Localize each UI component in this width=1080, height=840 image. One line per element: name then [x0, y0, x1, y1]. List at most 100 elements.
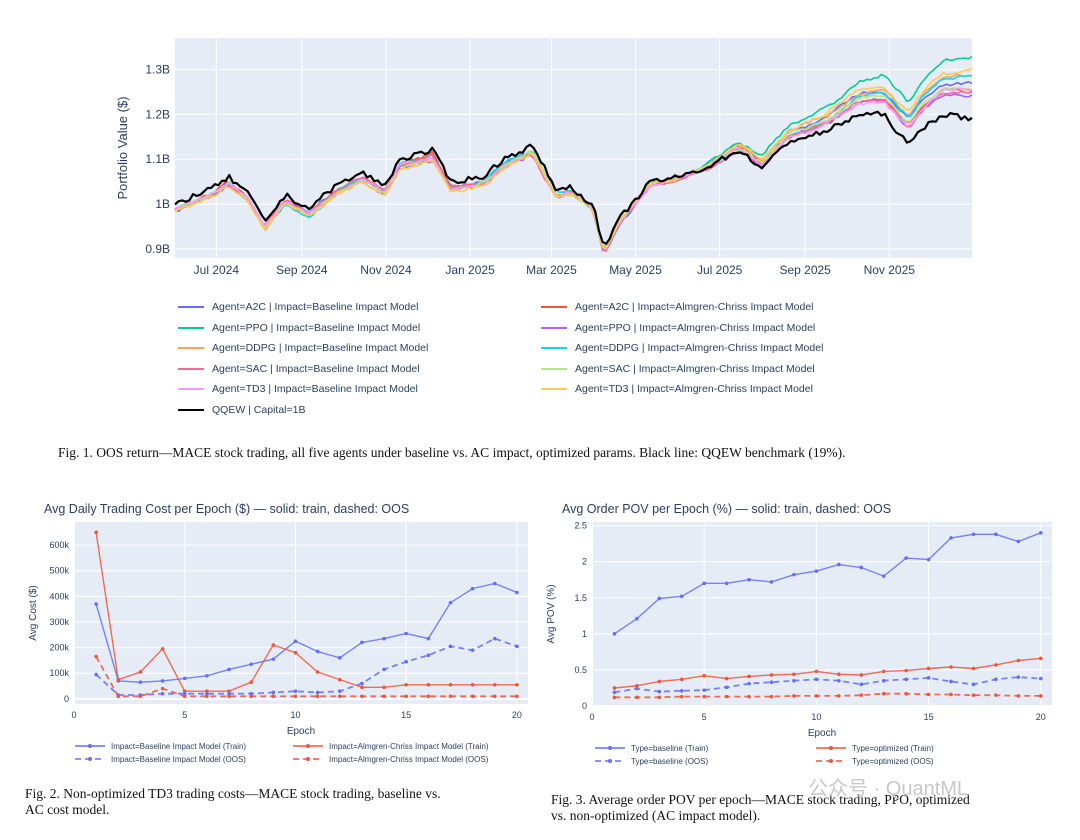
data-point-type-optimized-oos — [949, 692, 953, 697]
data-point-impact-baseline-impact-model-oos — [337, 689, 342, 693]
legend-swatch — [178, 367, 204, 370]
data-point-impact-baseline-impact-model-train — [337, 656, 342, 660]
legend-item-agent-ppo-impact-baseline-impact-model[interactable]: Agent=PPO | Impact=Baseline Impact Model — [178, 322, 420, 334]
data-point-type-baseline-oos — [612, 690, 617, 695]
legend-item-agent-sac-impact-almgren-chriss-impact-model[interactable]: Agent=SAC | Impact=Almgren-Chriss Impact… — [541, 363, 815, 375]
legend-swatch — [178, 306, 204, 308]
data-point-type-optimized-oos — [926, 692, 931, 697]
data-point-impact-baseline-impact-model-train — [360, 640, 364, 645]
data-point-impact-almgren-chriss-impact-model-train — [205, 689, 209, 693]
legend-item-agent-td3-impact-almgren-chriss-impact-model[interactable]: Agent=TD3 | Impact=Almgren-Chriss Impact… — [541, 383, 813, 395]
legend-item-impact-almgren-chriss-impact-model-oos[interactable]: Impact=Almgren-Chriss Impact Model (OOS) — [293, 755, 489, 764]
legend-swatch — [178, 388, 204, 390]
data-point-impact-baseline-impact-model-train — [249, 662, 253, 667]
data-point-impact-almgren-chriss-impact-model-oos — [227, 694, 231, 699]
data-point-type-baseline-train — [747, 577, 751, 582]
data-point-impact-baseline-impact-model-oos — [492, 636, 497, 641]
data-point-impact-baseline-impact-model-oos — [249, 691, 253, 696]
legend-item-agent-a2c-impact-almgren-chriss-impact-model[interactable]: Agent=A2C | Impact=Almgren-Chriss Impact… — [541, 301, 814, 313]
legend-item-agent-ddpg-impact-baseline-impact-model[interactable]: Agent=DDPG | Impact=Baseline Impact Mode… — [178, 342, 428, 354]
data-point-type-optimized-train — [657, 679, 662, 684]
legend-label: Impact=Almgren-Chriss Impact Model (OOS) — [329, 755, 489, 764]
data-point-impact-baseline-impact-model-oos — [426, 653, 431, 658]
data-point-type-baseline-train — [769, 580, 774, 584]
data-point-type-baseline-train — [859, 565, 864, 570]
data-point-impact-almgren-chriss-impact-model-oos — [492, 694, 497, 699]
plot-area — [175, 38, 972, 258]
y-tick-label: 300k — [49, 617, 69, 627]
plot-area — [592, 522, 1052, 706]
legend-item-impact-almgren-chriss-impact-model-train[interactable]: Impact=Almgren-Chriss Impact Model (Trai… — [293, 742, 489, 751]
legend-item-agent-ppo-impact-almgren-chriss-impact-model[interactable]: Agent=PPO | Impact=Almgren-Chriss Impact… — [541, 322, 815, 334]
legend-label: Agent=PPO | Impact=Baseline Impact Model — [212, 321, 421, 334]
data-point-impact-baseline-impact-model-oos — [404, 659, 408, 664]
data-point-type-baseline-oos — [837, 678, 841, 683]
data-point-impact-almgren-chriss-impact-model-train — [227, 689, 231, 693]
x-tick-label: Jul 2024 — [194, 263, 240, 277]
legend-label: Agent=DDPG | Impact=Baseline Impact Mode… — [212, 342, 429, 354]
legend-label: Type=baseline (OOS) — [631, 757, 708, 766]
y-axis-title: Avg Cost ($) — [28, 585, 39, 640]
data-point-type-optimized-oos — [724, 694, 729, 699]
legend-item-qqew-capital-1b[interactable]: QQEW | Capital=1B — [178, 404, 305, 416]
data-point-impact-baseline-impact-model-oos — [182, 691, 187, 696]
legend-item-agent-sac-impact-baseline-impact-model[interactable]: Agent=SAC | Impact=Baseline Impact Model — [178, 363, 420, 375]
x-tick-label: 10 — [290, 710, 300, 720]
series-line-qqew-capital-1b — [174, 110, 973, 245]
legend-item-type-optimized-oos[interactable]: Type=optimized (OOS) — [816, 757, 934, 766]
data-point-type-optimized-train — [679, 677, 684, 682]
legend-swatch — [178, 347, 204, 349]
data-point-impact-baseline-impact-model-train — [315, 649, 320, 654]
data-point-impact-almgren-chriss-impact-model-oos — [404, 694, 408, 699]
legend-item-type-optimized-train[interactable]: Type=optimized (Train) — [816, 744, 934, 753]
y-tick-label: 0.9B — [145, 242, 170, 256]
legend-label: Impact=Baseline Impact Model (OOS) — [111, 755, 246, 764]
y-tick-label: 0.5 — [574, 665, 587, 675]
y-tick-label: 400k — [49, 591, 69, 601]
legend-item-type-baseline-oos[interactable]: Type=baseline (OOS) — [595, 757, 708, 766]
data-point-type-optimized-oos — [747, 694, 751, 699]
watermark: 公众号 · QuantML — [808, 778, 969, 800]
legend-item-type-baseline-train[interactable]: Type=baseline (Train) — [595, 744, 709, 753]
legend-item-impact-baseline-impact-model-oos[interactable]: Impact=Baseline Impact Model (OOS) — [75, 755, 246, 764]
legend-item-agent-td3-impact-baseline-impact-model[interactable]: Agent=TD3 | Impact=Baseline Impact Model — [178, 383, 418, 395]
data-point-impact-baseline-impact-model-oos — [293, 689, 298, 693]
legend-item-agent-ddpg-impact-almgren-chriss-impact-model[interactable]: Agent=DDPG | Impact=Almgren-Chriss Impac… — [541, 342, 823, 354]
legend-label: Agent=PPO | Impact=Almgren-Chriss Impact… — [575, 321, 816, 334]
figure1-caption: Fig. 1. OOS return—MACE stock trading, a… — [58, 445, 846, 460]
data-point-type-optimized-train — [949, 665, 953, 669]
figure1-chart: 0.9B 1B 1.1B 1.2B 1.3B Jul 2024 Sep 2024 Nov 20… — [115, 38, 973, 277]
data-point-type-optimized-train — [994, 663, 998, 667]
series-line-type-baseline-train — [614, 532, 1042, 635]
data-point-type-baseline-oos — [792, 678, 796, 683]
y-tick-label: 500k — [49, 566, 69, 576]
data-point-type-baseline-train — [926, 557, 931, 562]
data-point-type-optimized-train — [971, 666, 976, 671]
legend-marker — [829, 759, 833, 763]
data-point-type-baseline-train — [994, 532, 998, 537]
data-point-impact-baseline-impact-model-train — [492, 581, 497, 586]
legend-item-agent-a2c-impact-baseline-impact-model[interactable]: Agent=A2C | Impact=Baseline Impact Model — [178, 301, 418, 313]
legend-swatch — [178, 326, 204, 329]
legend-swatch — [541, 326, 567, 329]
data-point-type-optimized-oos — [792, 694, 796, 698]
y-tick-label: 200k — [49, 643, 69, 653]
data-point-type-baseline-train — [1016, 539, 1021, 544]
chart-title: Avg Daily Trading Cost per Epoch ($) — s… — [44, 502, 409, 516]
data-point-type-baseline-train — [657, 596, 662, 601]
x-tick-label: 0 — [71, 710, 76, 720]
data-point-type-optimized-train — [792, 672, 796, 677]
legend-item-impact-baseline-impact-model-train[interactable]: Impact=Baseline Impact Model (Train) — [75, 742, 246, 751]
data-point-impact-almgren-chriss-impact-model-oos — [94, 654, 98, 659]
x-tick-label: 20 — [512, 710, 522, 720]
data-point-impact-baseline-impact-model-oos — [448, 644, 453, 649]
data-point-impact-baseline-impact-model-train — [227, 667, 231, 672]
data-point-type-baseline-oos — [904, 677, 908, 682]
data-point-impact-baseline-impact-model-train — [293, 639, 298, 643]
figure2-caption-line2: AC cost model. — [25, 802, 110, 817]
data-point-type-baseline-train — [971, 532, 976, 537]
legend-label: Agent=A2C | Impact=Almgren-Chriss Impact… — [575, 301, 814, 313]
data-point-type-baseline-oos — [747, 681, 751, 686]
data-point-impact-almgren-chriss-impact-model-oos — [138, 694, 143, 699]
series-line-type-baseline-oos — [614, 676, 1041, 694]
